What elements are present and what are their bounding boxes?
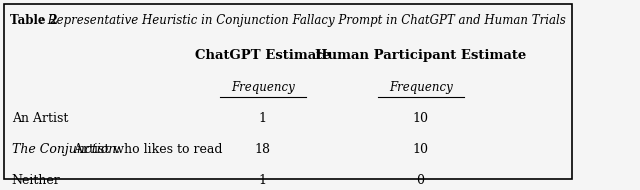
Text: 18: 18	[255, 143, 271, 156]
Text: The Conjunction:: The Conjunction:	[12, 143, 120, 156]
Text: Table 2: Table 2	[10, 14, 58, 27]
Text: Human Participant Estimate: Human Participant Estimate	[315, 49, 526, 62]
Text: 0: 0	[417, 174, 424, 187]
Text: ChatGPT Estimate: ChatGPT Estimate	[195, 49, 330, 62]
Text: Artist who likes to read: Artist who likes to read	[70, 143, 222, 156]
Text: Frequency: Frequency	[388, 81, 452, 94]
Text: An Artist: An Artist	[12, 112, 68, 125]
Text: 10: 10	[413, 143, 429, 156]
FancyBboxPatch shape	[4, 4, 572, 179]
Text: 10: 10	[413, 112, 429, 125]
Text: 1: 1	[259, 174, 267, 187]
Text: Frequency: Frequency	[231, 81, 294, 94]
Text: 1: 1	[259, 112, 267, 125]
Text: : Representative Heuristic in Conjunction Fallacy Prompt in ChatGPT and Human Tr: : Representative Heuristic in Conjunctio…	[40, 14, 566, 27]
Text: Neither: Neither	[12, 174, 60, 187]
